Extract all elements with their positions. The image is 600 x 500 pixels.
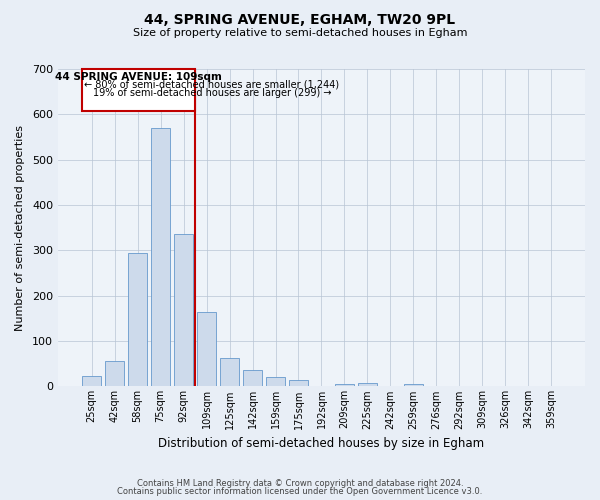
- Text: 44 SPRING AVENUE: 109sqm: 44 SPRING AVENUE: 109sqm: [55, 72, 222, 82]
- Y-axis label: Number of semi-detached properties: Number of semi-detached properties: [15, 124, 25, 330]
- Text: 19% of semi-detached houses are larger (299) →: 19% of semi-detached houses are larger (…: [94, 88, 332, 98]
- Bar: [266, 378, 285, 386]
- Bar: [358, 383, 377, 386]
- Bar: [289, 380, 308, 386]
- Bar: [220, 358, 239, 386]
- Text: ← 80% of semi-detached houses are smaller (1,244): ← 80% of semi-detached houses are smalle…: [84, 80, 340, 90]
- Text: Contains public sector information licensed under the Open Government Licence v3: Contains public sector information licen…: [118, 487, 482, 496]
- Bar: [151, 128, 170, 386]
- Bar: [82, 376, 101, 386]
- FancyBboxPatch shape: [82, 69, 195, 110]
- Bar: [335, 384, 354, 386]
- Text: Size of property relative to semi-detached houses in Egham: Size of property relative to semi-detach…: [133, 28, 467, 38]
- Text: Contains HM Land Registry data © Crown copyright and database right 2024.: Contains HM Land Registry data © Crown c…: [137, 478, 463, 488]
- Text: 44, SPRING AVENUE, EGHAM, TW20 9PL: 44, SPRING AVENUE, EGHAM, TW20 9PL: [145, 12, 455, 26]
- X-axis label: Distribution of semi-detached houses by size in Egham: Distribution of semi-detached houses by …: [158, 437, 485, 450]
- Bar: [197, 312, 217, 386]
- Bar: [105, 362, 124, 386]
- Bar: [243, 370, 262, 386]
- Bar: [128, 252, 148, 386]
- Bar: [174, 234, 193, 386]
- Bar: [404, 384, 423, 386]
